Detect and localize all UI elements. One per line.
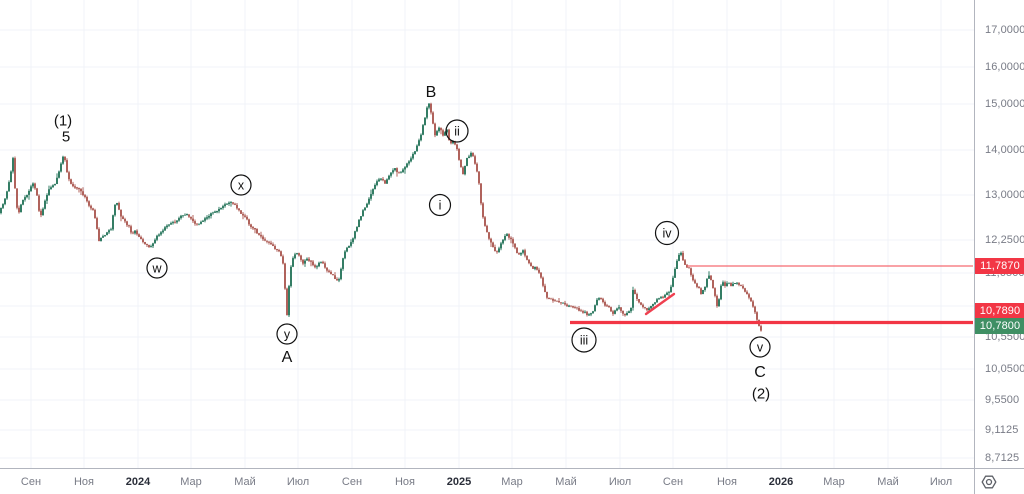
time-tick-Июл: Июл — [608, 476, 632, 488]
price-tick-10,0500: 10,0500 — [985, 363, 1024, 375]
down-candle-bodies — [14, 103, 762, 331]
wave-label-i[interactable]: i — [428, 193, 452, 217]
axis-settings-corner — [974, 468, 1024, 494]
up-candle-bodies — [0, 103, 738, 316]
price-tick-14,0000: 14,0000 — [985, 144, 1024, 156]
time-tick-Май: Май — [877, 476, 899, 488]
wave-circle — [654, 220, 680, 246]
wave-circle — [571, 327, 597, 353]
wave-label-w[interactable]: w — [146, 257, 168, 279]
down-candle-wicks — [14, 102, 762, 332]
wave-circle — [230, 174, 252, 196]
wave-label-x[interactable]: x — [230, 174, 252, 196]
candles-series — [0, 102, 762, 332]
price-badge-11,7870: 11,7870 — [975, 258, 1024, 274]
wave-circle — [428, 193, 452, 217]
wave-label-iv[interactable]: iv — [654, 220, 680, 246]
time-tick-2026: 2026 — [768, 476, 794, 488]
price-tick-15,0000: 15,0000 — [985, 98, 1024, 110]
wave-letter: iii — [580, 333, 588, 347]
wave-circle — [445, 119, 469, 143]
time-tick-Ноя: Ноя — [394, 476, 416, 488]
time-tick-Июл: Июл — [286, 476, 310, 488]
price-tick-10,5500: 10,5500 — [985, 331, 1024, 343]
wave-letter: y — [284, 327, 291, 341]
price-tick-13,0000: 13,0000 — [985, 189, 1024, 201]
wave-letter: v — [757, 340, 764, 354]
price-tick-12,2500: 12,2500 — [985, 234, 1024, 246]
price-tick-9,1125: 9,1125 — [985, 424, 1019, 436]
price-tick-8,7125: 8,7125 — [985, 452, 1020, 464]
wave-letter: x — [238, 178, 245, 192]
settings-gear-icon[interactable] — [981, 474, 997, 490]
wave-letter: iv — [662, 226, 672, 240]
trendline[interactable] — [644, 292, 676, 316]
up-candle-wicks — [0, 103, 738, 317]
gear-hole — [985, 478, 993, 486]
price-axis[interactable]: 17,0000 16,0000 15,0000 14,0000 13,0000 12,25… — [974, 0, 1024, 468]
time-tick-Сен: Сен — [662, 476, 684, 488]
wave-circle — [276, 323, 298, 345]
wave-label-B[interactable]: B — [426, 84, 437, 101]
time-tick-Мар: Мар — [501, 476, 523, 488]
wave-letter: i — [439, 198, 442, 212]
wave-label-v[interactable]: v — [749, 336, 771, 358]
time-tick-Мар: Мар — [823, 476, 845, 488]
wave-letter: w — [151, 261, 162, 275]
wave-circle — [749, 336, 771, 358]
time-tick-Май: Май — [555, 476, 577, 488]
price-tick-9,5500: 9,5500 — [985, 394, 1020, 406]
wave-label-y[interactable]: y — [276, 323, 298, 345]
time-tick-Сен: Сен — [20, 476, 42, 488]
price-badge-10,7800: 10,7800 — [975, 318, 1024, 334]
wave-label-ii[interactable]: ii — [445, 119, 469, 143]
wave-label-iii[interactable]: iii — [571, 327, 597, 353]
price-tick-17,0000: 17,0000 — [985, 24, 1024, 36]
wave-label-2[interactable]: (2) — [752, 385, 770, 402]
gear-hexagon — [981, 475, 997, 489]
time-tick-Июл: Июл — [929, 476, 953, 488]
price-badge-10,7890: 10,7890 — [975, 303, 1024, 319]
wave-label-C[interactable]: C — [754, 364, 766, 381]
time-tick-Ноя: Ноя — [73, 476, 95, 488]
time-tick-Май: Май — [234, 476, 256, 488]
wave-label-1[interactable]: (1) — [54, 112, 72, 129]
time-tick-Ноя: Ноя — [716, 476, 738, 488]
time-tick-2024: 2024 — [125, 476, 151, 488]
price-tick-16,0000: 16,0000 — [985, 61, 1024, 73]
time-tick-Сен: Сен — [341, 476, 363, 488]
time-axis[interactable]: Сен Ноя 2024 Мар Май Июл Сен Ноя 2025 Мар Май Июл Се… — [0, 468, 974, 494]
wave-circle — [146, 257, 168, 279]
time-tick-2025: 2025 — [446, 476, 472, 488]
wave-letter: ii — [454, 124, 460, 138]
gridlines — [0, 0, 974, 468]
wave-label-5[interactable]: 5 — [62, 128, 70, 145]
time-tick-Мар: Мар — [180, 476, 202, 488]
wave-label-A[interactable]: A — [282, 349, 293, 366]
